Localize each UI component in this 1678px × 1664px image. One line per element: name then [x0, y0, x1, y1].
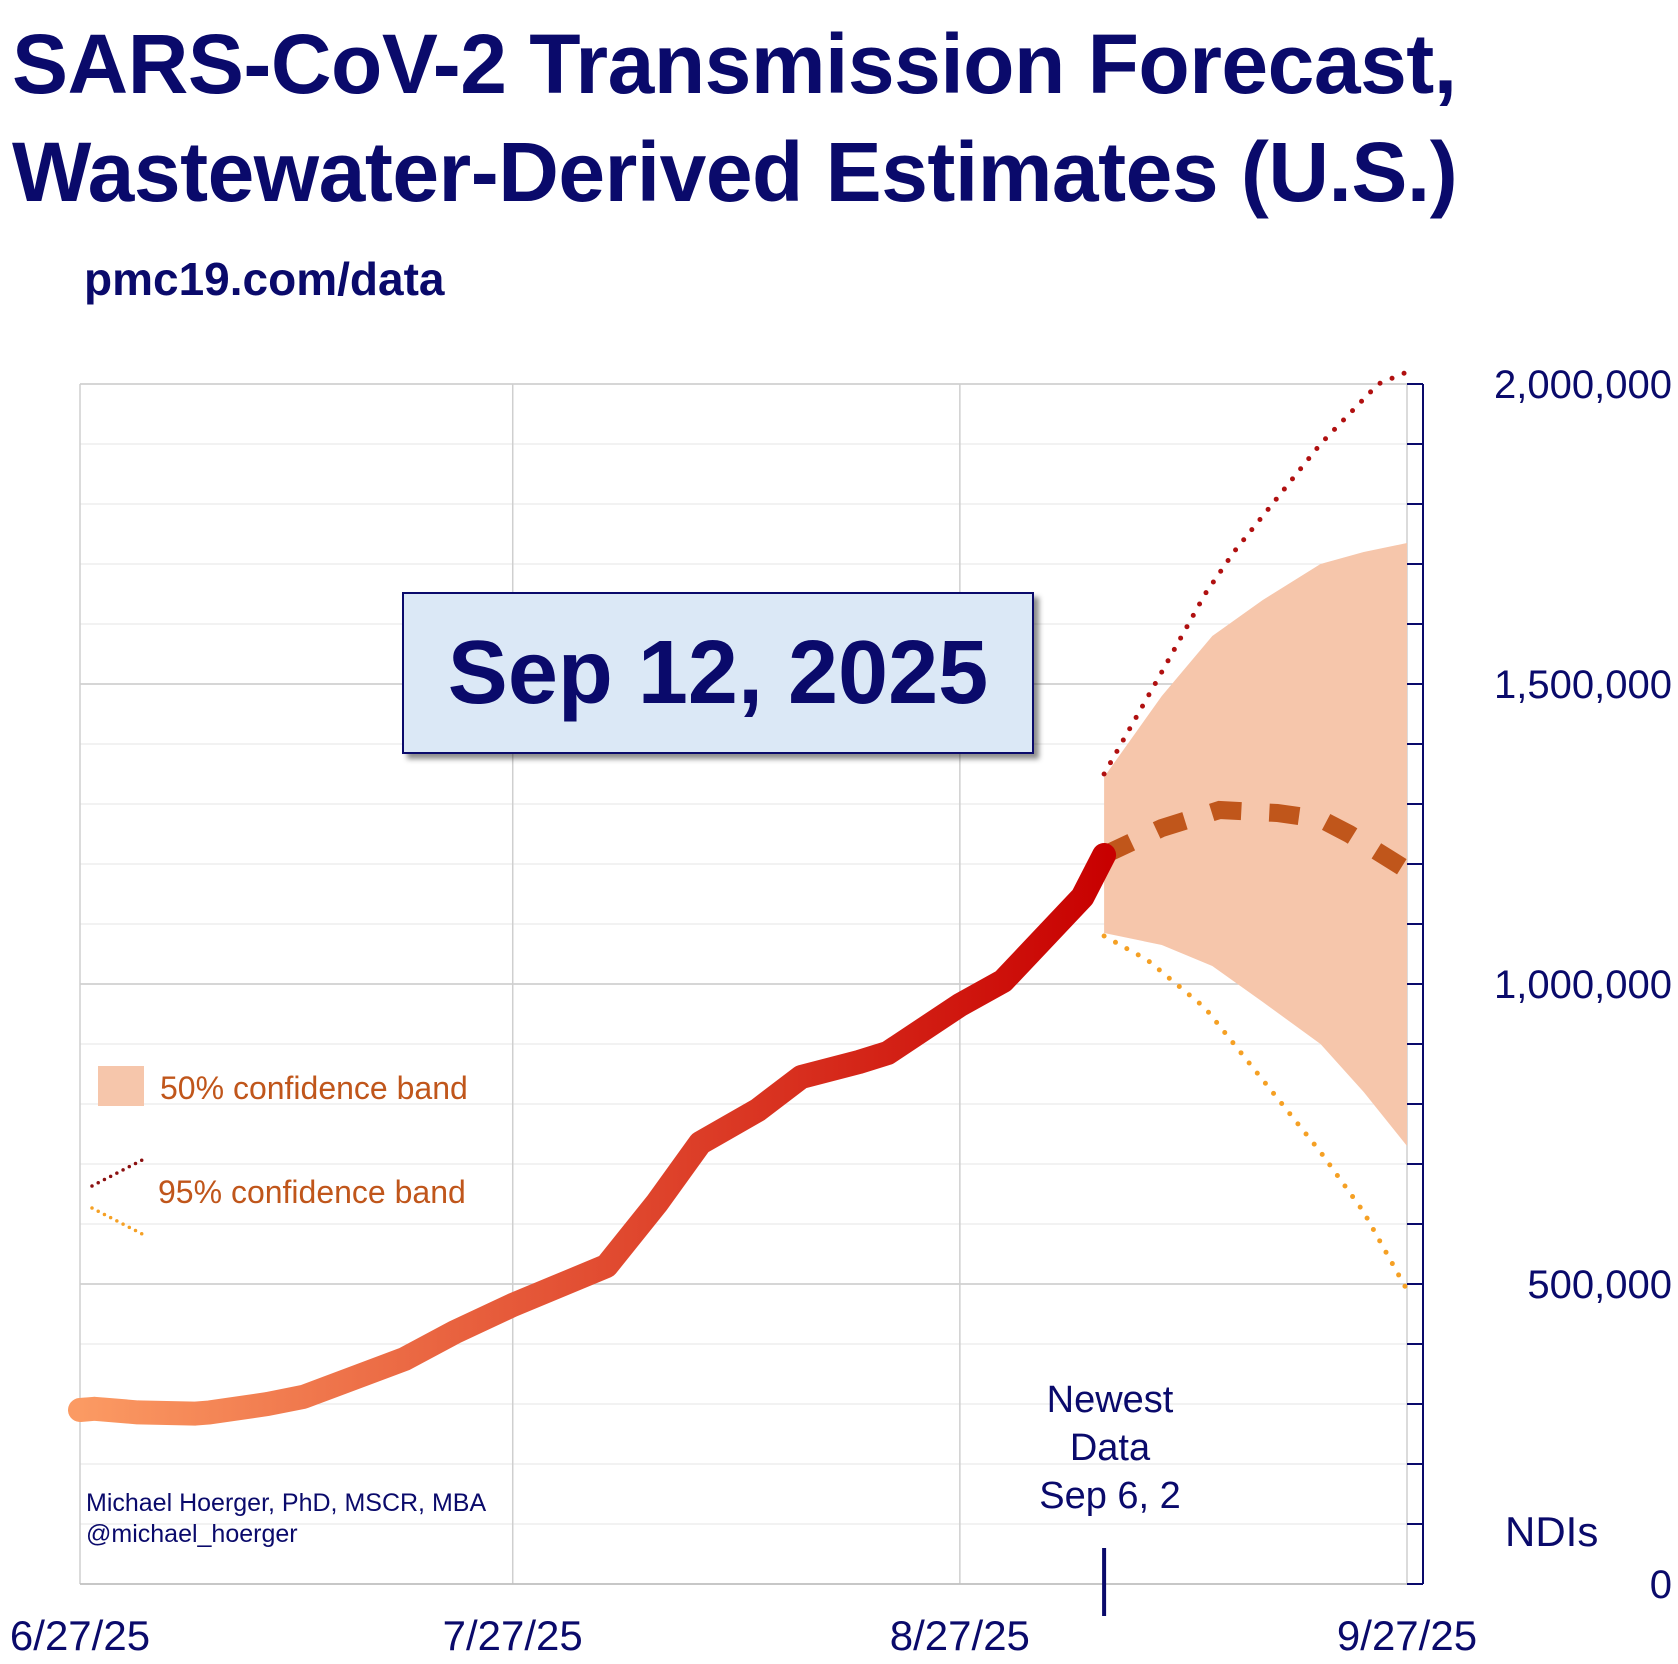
newest-data-line-2: Data [1069, 1427, 1151, 1469]
legend-band-95-upper-swatch [90, 1156, 148, 1188]
y-unit-label: NDIs [1505, 1508, 1599, 1555]
x-axis: 6/27/25 7/27/25 8/27/25 9/27/25 [10, 1583, 1477, 1659]
x-tick-label: 8/27/25 [890, 1612, 1030, 1659]
x-tick-label: 9/27/25 [1337, 1612, 1477, 1659]
band-95-lower-line [1101, 933, 1410, 1293]
x-tick-label: 6/27/25 [10, 1612, 150, 1659]
legend-band-50-label: 50% confidence band [160, 1070, 468, 1106]
y-axis: 0 500,000 1,000,000 1,500,000 2,000,000 [1407, 363, 1672, 1607]
newest-data-line-3: Sep 6, 2 [1039, 1475, 1181, 1517]
y-tick-label: 2,000,000 [1494, 363, 1672, 407]
chart-title: SARS-CoV-2 Transmission Forecast, Wastew… [12, 10, 1458, 226]
x-tick-label: 7/27/25 [443, 1612, 583, 1659]
legend-band-95-lower-swatch [90, 1206, 148, 1238]
title-line-1: SARS-CoV-2 Transmission Forecast, [12, 17, 1457, 111]
source-url: pmc19.com/data [84, 253, 445, 305]
newest-data-line-1: Newest [1046, 1379, 1174, 1421]
forecast-median-line [1100, 800, 1412, 878]
legend-swatches [90, 1066, 148, 1238]
y-tick-label: 500,000 [1527, 1263, 1672, 1307]
author-credit: Michael Hoerger, PhD, MSCR, MBA @michael… [86, 1488, 486, 1550]
author-name: Michael Hoerger, PhD, MSCR, MBA [86, 1489, 487, 1517]
title-line-2: Wastewater-Derived Estimates (U.S.) [12, 125, 1458, 219]
date-box: Sep 12, 2025 [402, 592, 1034, 754]
infection-estimate-line [68, 843, 1117, 1426]
band-95-upper-line [1101, 369, 1410, 777]
y-tick-label: 0 [1650, 1563, 1672, 1607]
legend-band-50-swatch [98, 1066, 144, 1106]
y-tick-label: 1,500,000 [1494, 663, 1672, 707]
y-tick-label: 1,000,000 [1494, 963, 1672, 1007]
author-handle: @michael_hoerger [86, 1520, 298, 1548]
newest-data-label: Newest Data Sep 6, 2 [1010, 1376, 1210, 1520]
band-50-area [1104, 543, 1407, 1146]
legend-band-95-label: 95% confidence band [158, 1174, 466, 1210]
